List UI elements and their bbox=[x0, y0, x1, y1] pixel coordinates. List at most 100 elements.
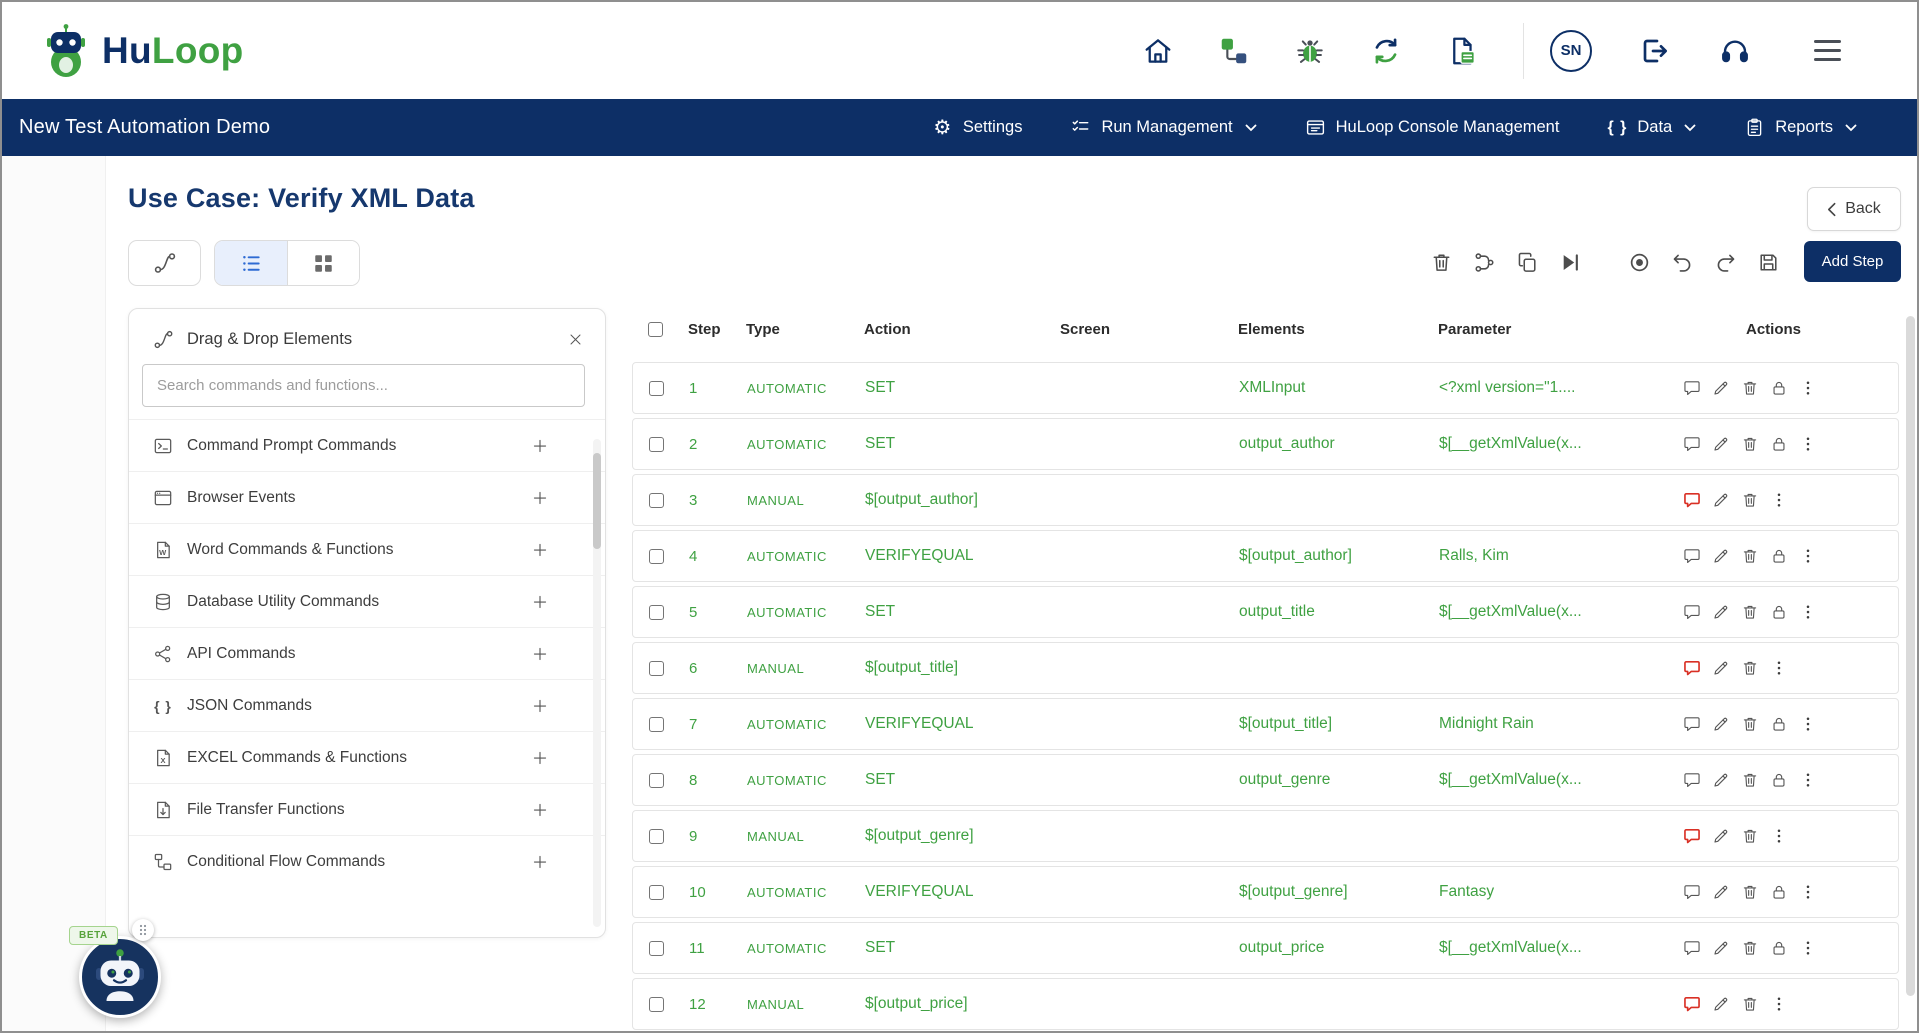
row-menu-icon[interactable] bbox=[1799, 435, 1814, 453]
edit-icon[interactable] bbox=[1712, 491, 1730, 509]
nav-run-management[interactable]: Run Management bbox=[1070, 117, 1256, 138]
step-elements[interactable]: $[output_title] bbox=[1229, 715, 1429, 733]
panel-item-file-transfer[interactable]: File Transfer Functions bbox=[129, 783, 605, 835]
delete-icon[interactable] bbox=[1741, 659, 1759, 677]
row-checkbox[interactable] bbox=[649, 941, 664, 956]
branch-icon[interactable] bbox=[1473, 251, 1496, 274]
comment-icon[interactable] bbox=[1683, 995, 1701, 1013]
panel-item-excel-commands[interactable]: X EXCEL Commands & Functions bbox=[129, 731, 605, 783]
panel-item-database-utility[interactable]: Database Utility Commands bbox=[129, 575, 605, 627]
delete-icon[interactable] bbox=[1741, 827, 1759, 845]
delete-icon[interactable] bbox=[1741, 883, 1759, 901]
delete-icon[interactable] bbox=[1741, 435, 1759, 453]
comment-icon[interactable] bbox=[1683, 603, 1701, 621]
panel-item-conditional-flow[interactable]: Conditional Flow Commands bbox=[129, 835, 605, 887]
step-action[interactable]: SET bbox=[855, 603, 1051, 621]
step-action[interactable]: SET bbox=[855, 379, 1051, 397]
panel-item-word-commands[interactable]: W Word Commands & Functions bbox=[129, 523, 605, 575]
expand-icon[interactable] bbox=[531, 645, 549, 663]
row-checkbox[interactable] bbox=[649, 549, 664, 564]
step-elements[interactable]: output_author bbox=[1229, 435, 1429, 453]
row-menu-icon[interactable] bbox=[1770, 659, 1785, 677]
sync-icon[interactable] bbox=[1369, 34, 1403, 68]
comment-icon[interactable] bbox=[1683, 939, 1701, 957]
step-parameter[interactable]: $[__getXmlValue(x... bbox=[1429, 939, 1671, 957]
expand-icon[interactable] bbox=[531, 801, 549, 819]
edit-icon[interactable] bbox=[1712, 547, 1730, 565]
step-elements[interactable]: $[output_genre] bbox=[1229, 883, 1429, 901]
back-button[interactable]: Back bbox=[1807, 187, 1901, 231]
edit-icon[interactable] bbox=[1712, 771, 1730, 789]
redo-icon[interactable] bbox=[1714, 251, 1737, 274]
step-action[interactable]: SET bbox=[855, 771, 1051, 789]
edit-icon[interactable] bbox=[1712, 995, 1730, 1013]
step-action[interactable]: SET bbox=[855, 435, 1051, 453]
list-view-button[interactable] bbox=[215, 241, 287, 285]
lock-icon[interactable] bbox=[1770, 771, 1788, 789]
expand-icon[interactable] bbox=[531, 489, 549, 507]
step-action[interactable]: $[output_genre] bbox=[855, 827, 1051, 845]
nav-console-management[interactable]: HuLoop Console Management bbox=[1305, 117, 1560, 138]
row-checkbox[interactable] bbox=[649, 773, 664, 788]
grid-view-button[interactable] bbox=[287, 241, 359, 285]
comment-icon[interactable] bbox=[1683, 771, 1701, 789]
assistant-drag-handle[interactable] bbox=[132, 919, 154, 941]
row-checkbox[interactable] bbox=[649, 997, 664, 1012]
expand-icon[interactable] bbox=[531, 749, 549, 767]
panel-item-api-commands[interactable]: API Commands bbox=[129, 627, 605, 679]
expand-icon[interactable] bbox=[531, 853, 549, 871]
edit-icon[interactable] bbox=[1712, 659, 1730, 677]
step-elements[interactable]: XMLInput bbox=[1229, 379, 1429, 397]
delete-icon[interactable] bbox=[1741, 715, 1759, 733]
step-parameter[interactable]: Midnight Rain bbox=[1429, 715, 1671, 733]
record-icon[interactable] bbox=[1628, 251, 1651, 274]
expand-icon[interactable] bbox=[531, 593, 549, 611]
home-icon[interactable] bbox=[1141, 34, 1175, 68]
flow-view-button[interactable] bbox=[128, 240, 201, 286]
delete-icon[interactable] bbox=[1741, 939, 1759, 957]
expand-icon[interactable] bbox=[531, 437, 549, 455]
delete-icon[interactable] bbox=[1741, 547, 1759, 565]
step-elements[interactable]: output_title bbox=[1229, 603, 1429, 621]
edit-icon[interactable] bbox=[1712, 603, 1730, 621]
step-parameter[interactable]: $[__getXmlValue(x... bbox=[1429, 435, 1671, 453]
lock-icon[interactable] bbox=[1770, 883, 1788, 901]
nav-settings[interactable]: ⚙ Settings bbox=[932, 117, 1023, 138]
panel-item-browser-events[interactable]: Browser Events bbox=[129, 471, 605, 523]
delete-steps-icon[interactable] bbox=[1430, 251, 1453, 274]
row-checkbox[interactable] bbox=[649, 493, 664, 508]
expand-icon[interactable] bbox=[531, 541, 549, 559]
logout-icon[interactable] bbox=[1638, 34, 1672, 68]
edit-icon[interactable] bbox=[1712, 379, 1730, 397]
nav-data[interactable]: { } Data bbox=[1607, 118, 1696, 137]
panel-scrollbar[interactable] bbox=[593, 439, 601, 927]
step-elements[interactable]: $[output_author] bbox=[1229, 547, 1429, 565]
step-action[interactable]: $[output_title] bbox=[855, 659, 1051, 677]
panel-item-json-commands[interactable]: { } JSON Commands bbox=[129, 679, 605, 731]
row-menu-icon[interactable] bbox=[1770, 995, 1785, 1013]
row-menu-icon[interactable] bbox=[1799, 771, 1814, 789]
row-menu-icon[interactable] bbox=[1770, 827, 1785, 845]
step-parameter[interactable]: Ralls, Kim bbox=[1429, 547, 1671, 565]
copy-icon[interactable] bbox=[1516, 251, 1539, 274]
row-menu-icon[interactable] bbox=[1799, 715, 1814, 733]
menu-icon[interactable] bbox=[1814, 40, 1841, 61]
lock-icon[interactable] bbox=[1770, 715, 1788, 733]
workflow-icon[interactable] bbox=[1217, 34, 1251, 68]
save-icon[interactable] bbox=[1757, 251, 1780, 274]
comment-icon[interactable] bbox=[1683, 827, 1701, 845]
edit-icon[interactable] bbox=[1712, 883, 1730, 901]
select-all-checkbox[interactable] bbox=[648, 322, 663, 337]
delete-icon[interactable] bbox=[1741, 771, 1759, 789]
page-scrollbar[interactable] bbox=[1906, 316, 1915, 996]
step-action[interactable]: VERIFYEQUAL bbox=[855, 547, 1051, 565]
comment-icon[interactable] bbox=[1683, 379, 1701, 397]
delete-icon[interactable] bbox=[1741, 603, 1759, 621]
comment-icon[interactable] bbox=[1683, 659, 1701, 677]
lock-icon[interactable] bbox=[1770, 435, 1788, 453]
commands-search-input[interactable] bbox=[142, 364, 585, 407]
step-action[interactable]: $[output_price] bbox=[855, 995, 1051, 1013]
row-menu-icon[interactable] bbox=[1799, 939, 1814, 957]
comment-icon[interactable] bbox=[1683, 883, 1701, 901]
edit-icon[interactable] bbox=[1712, 827, 1730, 845]
